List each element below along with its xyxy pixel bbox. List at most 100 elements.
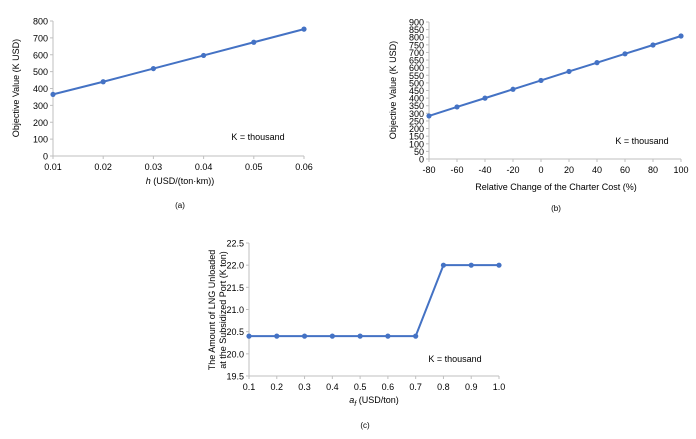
y-tick-label: 22.5 (226, 239, 244, 249)
y-tick-label: 700 (409, 48, 424, 58)
data-point (482, 95, 488, 101)
x-tick-label: -40 (478, 165, 491, 175)
y-tick-label: 300 (409, 109, 424, 119)
data-point (538, 77, 544, 84)
y-tick-label: 850 (409, 25, 424, 35)
y-tick-label: 22.0 (226, 261, 244, 271)
y-axis-label: The Amount of LNG Unloadedat the Subsidi… (207, 250, 228, 371)
y-tick-label: 500 (409, 78, 424, 88)
y-tick-label: 150 (409, 132, 424, 142)
x-tick-label: 20 (564, 165, 574, 175)
y-tick-label: 600 (33, 50, 48, 60)
annotation: K = thousand (231, 132, 284, 142)
y-tick-label: 750 (409, 40, 424, 50)
data-point (251, 39, 257, 45)
y-tick-label: 200 (33, 118, 48, 128)
y-tick-label: 800 (409, 33, 424, 43)
y-tick-label: 19.5 (226, 372, 244, 382)
y-tick-label: 350 (409, 101, 424, 111)
x-tick-label: 0.7 (409, 382, 422, 392)
y-tick-label: 400 (409, 94, 424, 104)
y-tick-label: 700 (33, 33, 48, 43)
y-tick-label: 0 (43, 152, 48, 162)
data-point (426, 113, 432, 119)
chart-b: 0501001502002503003504004505005506006507… (388, 18, 689, 214)
data-point (678, 33, 684, 39)
data-point (301, 333, 308, 339)
chart-a: 0 100 200 300 400 500 600 700 800 0.01 0.02 0.03 0.0… (11, 17, 313, 211)
y-tick-label: 100 (33, 135, 48, 145)
x-tick-label: 100 (673, 165, 688, 175)
x-tick-label: 0.9 (465, 382, 478, 392)
caption: (b) (551, 204, 561, 213)
y-tick-label: 50 (414, 147, 424, 157)
x-tick-label: 0.06 (295, 162, 313, 172)
x-tick-label: 80 (648, 165, 658, 175)
y-tick-label: 0 (419, 155, 424, 165)
x-tick-label: 1.0 (493, 382, 506, 392)
data-point (385, 333, 391, 339)
data-point (357, 333, 363, 339)
data-point (100, 79, 106, 85)
y-tick-label: 200 (409, 124, 424, 134)
x-tick-label: 0 (538, 165, 543, 175)
data-point (440, 262, 447, 268)
x-tick-label: 0.4 (326, 382, 339, 392)
y-tick-label: 300 (33, 101, 48, 111)
data-point (566, 68, 572, 75)
x-tick-label: 0.2 (271, 382, 284, 392)
x-axis-label: af (USD/ton) (349, 395, 398, 408)
data-point (274, 333, 280, 339)
y-tick-label: 20.5 (226, 327, 244, 337)
annotation: K = thousand (615, 136, 668, 146)
y-tick-label: 550 (409, 71, 424, 81)
x-axis-label: Relative Change of the Charter Cost (%) (475, 182, 637, 192)
x-tick-label: -80 (422, 165, 435, 175)
y-tick-label: 650 (409, 56, 424, 66)
data-point (150, 65, 156, 72)
data-point (246, 333, 252, 339)
data-point (496, 262, 502, 268)
annotation: K = thousand (428, 354, 481, 364)
data-point (454, 104, 460, 110)
y-tick-label: 100 (409, 139, 424, 149)
y-tick-label: 21.0 (226, 305, 244, 315)
y-tick-label: 20.0 (226, 349, 244, 359)
data-point (468, 262, 474, 268)
series-line (428, 35, 682, 117)
data-point (329, 333, 335, 339)
y-tick-label: 250 (409, 116, 424, 126)
y-tick-label: 500 (33, 67, 48, 77)
y-axis-label: Objective Value (K USD) (11, 39, 21, 137)
y-axis-label: Objective Value (K USD) (388, 41, 398, 139)
data-point (622, 51, 628, 57)
data-point (594, 60, 600, 66)
caption: (c) (360, 421, 370, 430)
data-point (301, 26, 307, 32)
series-line (249, 264, 499, 338)
x-tick-label: 0.02 (94, 162, 112, 172)
x-tick-label: 0.6 (382, 382, 395, 392)
y-tick-label: 450 (409, 86, 424, 96)
x-tick-label: 60 (620, 165, 630, 175)
chart-c: 19.5 20.0 20.5 21.0 21.5 22.0 22.5 0.1 0.2 0.3 0.4… (207, 239, 505, 431)
x-tick-label: 0.04 (195, 162, 213, 172)
data-point (201, 52, 207, 59)
data-point (50, 91, 56, 98)
x-tick-label: 0.01 (44, 162, 62, 172)
x-tick-label: 0.8 (437, 382, 450, 392)
x-tick-label: -20 (506, 165, 519, 175)
y-tick-label: 800 (33, 17, 48, 27)
caption: (a) (175, 201, 185, 210)
x-tick-label: 0.1 (243, 382, 256, 392)
series-line (52, 28, 305, 96)
x-axis-label: h (USD/(ton·km)) (146, 176, 215, 186)
x-tick-label: 0.03 (145, 162, 163, 172)
data-point (413, 333, 419, 339)
y-tick-label: 900 (409, 18, 424, 28)
data-point (650, 42, 656, 48)
y-tick-label: 21.5 (226, 283, 244, 293)
data-point (510, 86, 516, 92)
x-tick-label: 0.3 (298, 382, 311, 392)
